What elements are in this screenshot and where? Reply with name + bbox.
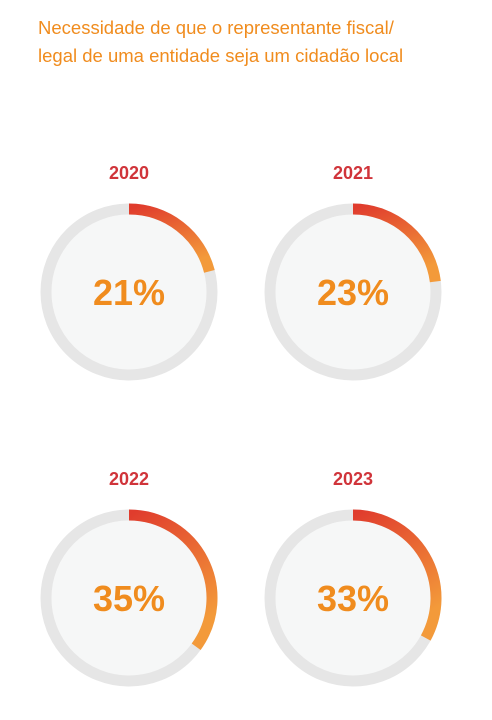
chart-title-line-2: legal de uma entidade seja um cidadão lo… bbox=[38, 45, 404, 66]
donut-inner-2020 bbox=[51, 214, 207, 370]
donut-2022: 2022 35% bbox=[40, 469, 218, 687]
donut-inner-2023 bbox=[275, 520, 431, 676]
year-label-2020: 2020 bbox=[109, 163, 149, 183]
percent-label-2021: 23% bbox=[317, 272, 389, 313]
donut-arc-2020 bbox=[128, 203, 215, 273]
chart-title: Necessidade de que o representante fisca… bbox=[38, 14, 468, 70]
year-label-2021: 2021 bbox=[333, 163, 373, 183]
donut-2021: 2021 23% bbox=[264, 163, 442, 381]
year-label-2022: 2022 bbox=[109, 469, 149, 489]
percent-label-2020: 21% bbox=[93, 272, 165, 313]
percent-label-2022: 35% bbox=[93, 578, 165, 619]
donut-arc-2021 bbox=[352, 203, 441, 283]
chart-title-line-1: Necessidade de que o representante fisca… bbox=[38, 17, 394, 38]
donut-arc-2023 bbox=[352, 509, 442, 641]
percent-label-2023: 33% bbox=[317, 578, 389, 619]
donut-inner-2022 bbox=[51, 520, 207, 676]
year-label-2023: 2023 bbox=[333, 469, 373, 489]
donut-arc-2022 bbox=[128, 509, 218, 651]
donut-2023: 2023 33% bbox=[264, 469, 442, 687]
donut-2020: 2020 21% bbox=[40, 163, 218, 381]
donut-inner-2021 bbox=[275, 214, 431, 370]
